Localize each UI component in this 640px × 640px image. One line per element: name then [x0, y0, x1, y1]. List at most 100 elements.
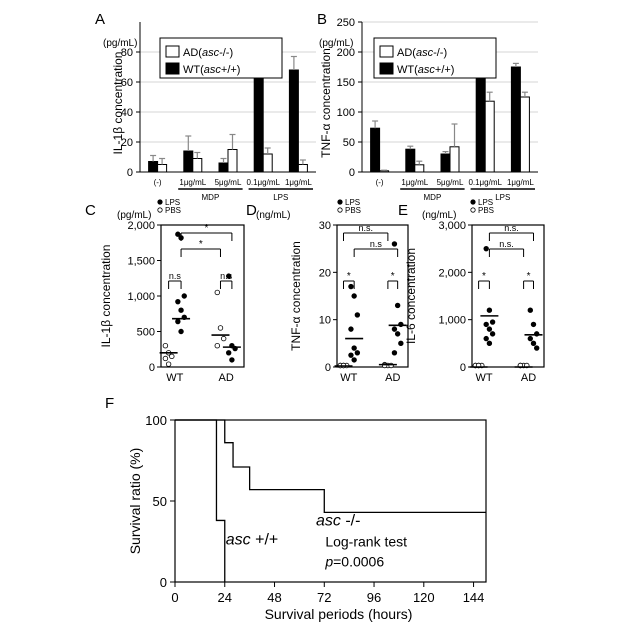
y-tick-label: 100	[145, 413, 167, 428]
legend-marker	[471, 200, 475, 204]
category-label: 5μg/mL	[215, 178, 242, 187]
significance-label: *	[482, 271, 486, 282]
legend-entry-part-2: +/+)	[435, 64, 455, 76]
y-axis-label: IL-1β concentration	[111, 52, 125, 155]
y-tick-label: 500	[137, 327, 155, 339]
y-axis-label: TNF-α concentration	[289, 241, 303, 351]
bar	[450, 147, 459, 172]
data-point	[487, 308, 492, 313]
bar	[149, 162, 158, 173]
data-point	[226, 351, 231, 356]
data-point	[218, 326, 223, 331]
survival-curve	[175, 420, 486, 512]
data-point	[528, 336, 533, 341]
panel-label: A	[95, 11, 105, 28]
data-point	[182, 294, 187, 299]
y-tick-label: 0	[149, 362, 155, 374]
data-point	[163, 343, 168, 348]
group-label: LPS	[273, 193, 288, 202]
bar	[415, 165, 424, 172]
x-axis-label: Survival periods (hours)	[265, 606, 413, 622]
data-point	[349, 353, 354, 358]
significance-label: *	[199, 239, 203, 250]
survival-curve	[175, 420, 225, 582]
category-label: 1μg/mL	[507, 178, 534, 187]
legend-marker	[158, 200, 162, 204]
bar	[289, 70, 298, 172]
x-category-label: WT	[340, 372, 357, 384]
category-label: (-)	[154, 178, 162, 187]
unit-label: (ng/mL)	[256, 210, 290, 221]
annotation-p-value-part-0: p	[324, 554, 333, 570]
panel-D: D(ng/mL)LPSPBS0102030TNF-α concentration…	[246, 198, 408, 384]
data-point	[484, 336, 489, 341]
data-point	[399, 341, 404, 346]
y-tick-label: 0	[460, 362, 466, 374]
data-point	[355, 351, 360, 356]
y-tick-label: 150	[337, 77, 355, 89]
legend-entry-part-0: WT(	[183, 64, 204, 76]
data-point	[392, 242, 397, 247]
x-category-label: AD	[521, 372, 536, 384]
bar	[184, 151, 193, 172]
legend-swatch	[166, 46, 179, 57]
data-point	[352, 294, 357, 299]
bar	[193, 159, 202, 173]
y-axis-label: IL-1β concentration	[99, 245, 113, 348]
data-point	[490, 332, 495, 337]
data-point	[230, 358, 235, 363]
legend-entry-part-1: asc	[418, 64, 436, 76]
series-label-asc-ko-part-1: -/-	[341, 512, 361, 529]
y-tick-label: 0	[349, 167, 355, 179]
legend-entry: AD(asc-/-)	[183, 47, 233, 59]
y-tick-label: 1,000	[438, 315, 466, 327]
x-tick-label: 72	[317, 590, 331, 605]
series-label-asc-wt-part-0: asc	[226, 532, 251, 549]
y-axis-label: IL-6 concentration	[404, 248, 418, 344]
panel-C: C(pg/mL)LPSPBS05001,0001,5002,000IL-1β c…	[85, 198, 244, 384]
x-category-label: WT	[475, 372, 492, 384]
category-label: 5μg/mL	[437, 178, 464, 187]
significance-label: *	[205, 223, 209, 234]
significance-label: n.s	[169, 271, 182, 281]
legend-marker	[338, 208, 342, 212]
x-category-label: AD	[385, 372, 400, 384]
significance-label: n.s	[220, 271, 233, 281]
bar	[511, 67, 520, 172]
data-point	[215, 343, 220, 348]
significance-label: n.s	[370, 239, 383, 249]
bar	[371, 128, 380, 172]
data-point	[166, 362, 171, 367]
panel-label: B	[317, 11, 327, 28]
bar	[298, 165, 307, 173]
y-tick-label: 0	[160, 575, 167, 590]
data-point	[528, 308, 533, 313]
bar	[476, 77, 485, 172]
group-label: LPS	[495, 193, 510, 202]
data-point	[179, 308, 184, 313]
significance-label: *	[391, 271, 395, 282]
y-tick-label: 30	[319, 220, 331, 232]
panel-E: E(ng/mL)LPSPBS01,0002,0003,000IL-6 conce…	[398, 198, 544, 384]
data-point	[215, 290, 220, 295]
legend-entry: WT(asc+/+)	[397, 64, 454, 76]
data-point	[392, 327, 397, 332]
legend-entry-part-1: asc	[204, 64, 222, 76]
x-tick-label: 24	[218, 590, 232, 605]
legend-entry-part-1: asc	[202, 47, 220, 59]
x-category-label: AD	[219, 372, 234, 384]
y-tick-label: 1,000	[127, 291, 155, 303]
data-point	[487, 341, 492, 346]
bar	[485, 101, 494, 172]
legend-entry: PBS	[478, 206, 494, 215]
legend-swatch	[380, 46, 393, 57]
legend-entry-part-2: +/+)	[221, 64, 241, 76]
group-label: MDP	[424, 193, 442, 202]
bar	[406, 149, 415, 172]
data-point	[170, 354, 175, 359]
y-tick-label: 0	[127, 167, 133, 179]
category-label: 1μg/mL	[401, 178, 428, 187]
panel-A: A(pg/mL)020406080IL-1β concentration(-)1…	[95, 11, 316, 202]
legend-entry: AD(asc-/-)	[397, 47, 447, 59]
panel-B: B(pg/mL)050100150200250TNF-α concentrati…	[317, 11, 538, 202]
